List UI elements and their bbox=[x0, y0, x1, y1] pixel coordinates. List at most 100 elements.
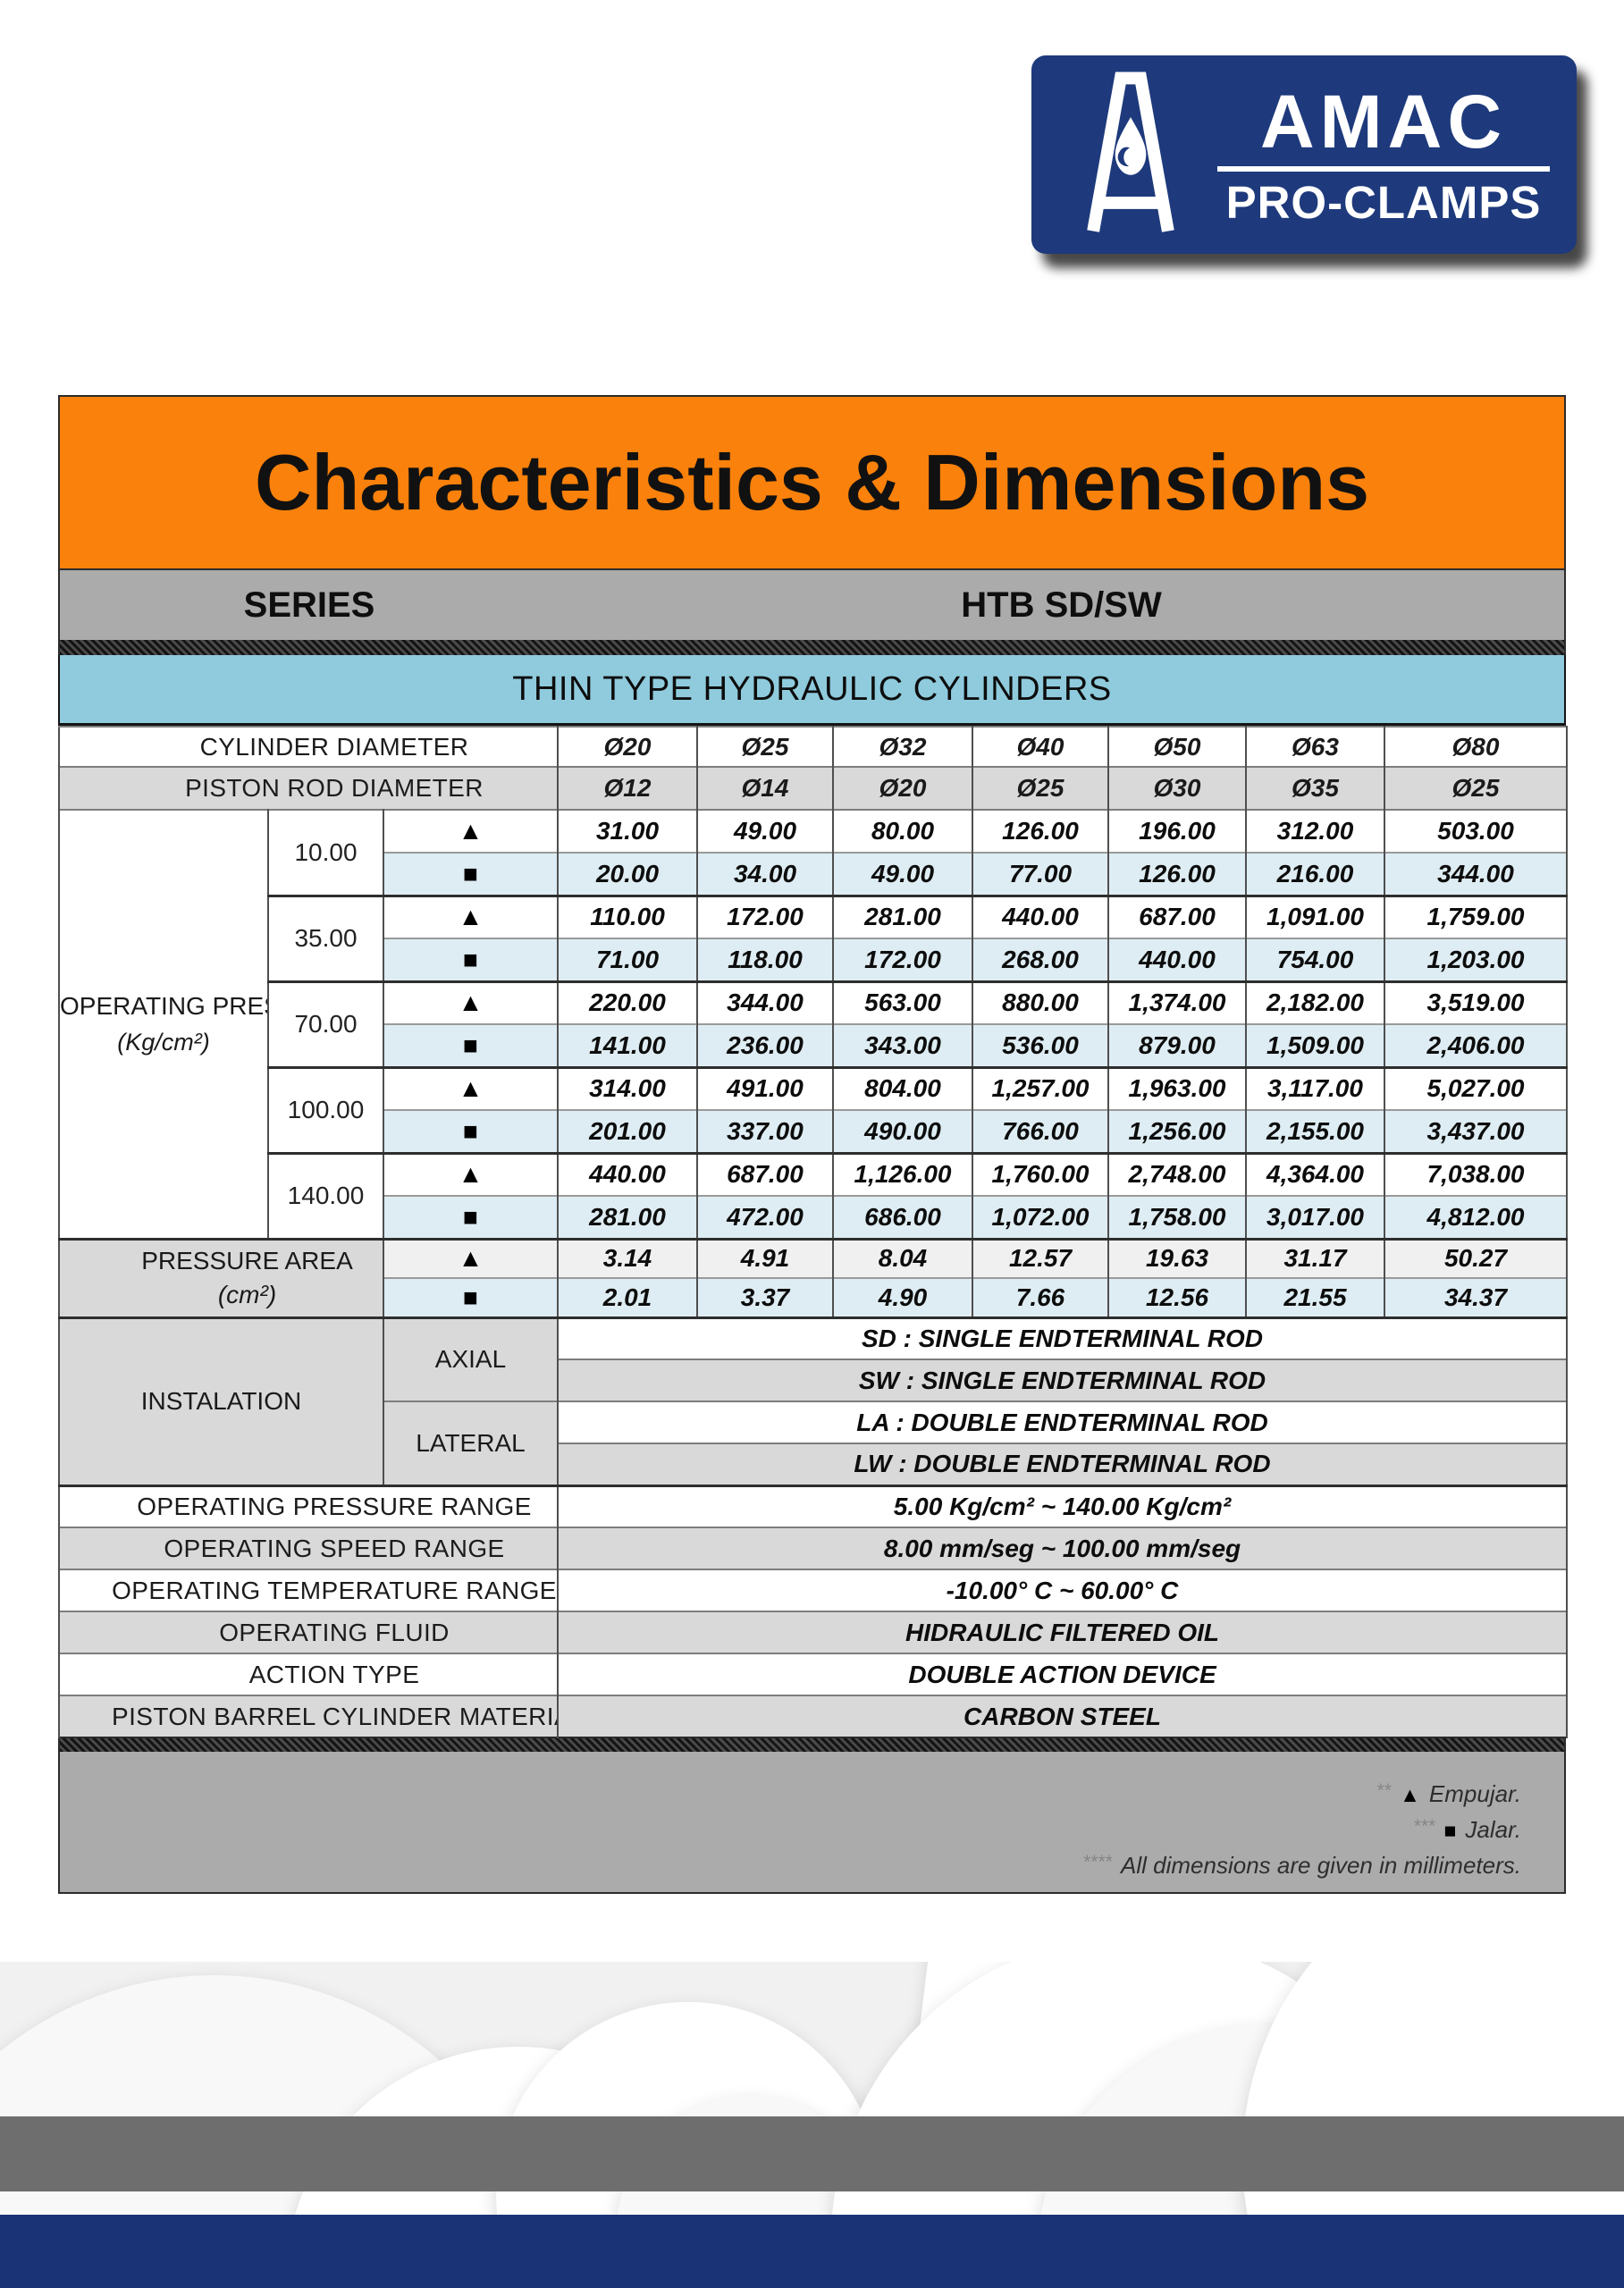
push-force-value: 5,027.00 bbox=[1384, 1065, 1568, 1110]
pull-force-value: 1,256.00 bbox=[1107, 1109, 1247, 1153]
push-force-value: 172.00 bbox=[696, 894, 834, 938]
push-symbol-icon: ▲ bbox=[1400, 1783, 1420, 1806]
push-force-value: 7,038.00 bbox=[1384, 1151, 1568, 1196]
cylinder-diameter-value: Ø20 bbox=[557, 726, 698, 767]
pull-symbol-icon: ■ bbox=[1443, 1819, 1457, 1842]
push-force-value: 312.00 bbox=[1245, 809, 1385, 853]
legend-note: *** ■ Jalar. bbox=[1413, 1811, 1521, 1846]
table-row: LW : DOUBLE ENDTERMINAL ROD bbox=[59, 1443, 1568, 1485]
operating-pressure-unit: (Kg/cm²) bbox=[117, 1028, 210, 1056]
push-force-value: 687.00 bbox=[696, 1151, 834, 1196]
legend-note: **** All dimensions are given in millimet… bbox=[1082, 1846, 1521, 1881]
pull-symbol-icon: ■ bbox=[383, 1277, 559, 1317]
push-force-value: 344.00 bbox=[696, 980, 834, 1024]
series-value: HTB SD/SW bbox=[961, 585, 1162, 625]
spec-table: CYLINDER DIAMETER Ø20 Ø25 Ø32 Ø40 Ø50 Ø63 Ø80 PI… bbox=[58, 726, 1568, 1738]
pull-force-value: 343.00 bbox=[832, 1023, 973, 1067]
instalation-value: SD : SINGLE ENDTERMINAL ROD bbox=[557, 1316, 1568, 1359]
cylinder-diameter-value: Ø50 bbox=[1107, 726, 1247, 767]
push-force-value: 1,257.00 bbox=[972, 1065, 1109, 1110]
note-text: All dimensions are given in millimeters. bbox=[1121, 1852, 1521, 1879]
pull-force-value: 4,812.00 bbox=[1384, 1195, 1568, 1239]
instalation-value: LA : DOUBLE ENDTERMINAL ROD bbox=[557, 1401, 1568, 1443]
pull-symbol-icon: ■ bbox=[383, 852, 559, 896]
push-force-value: 1,963.00 bbox=[1107, 1065, 1247, 1110]
instalation-value: LW : DOUBLE ENDTERMINAL ROD bbox=[557, 1443, 1568, 1485]
push-force-value: 31.00 bbox=[557, 809, 698, 853]
pull-area-value: 12.56 bbox=[1107, 1277, 1247, 1317]
table-row: PRESSURE AREA (cm²) ▲ 3.14 4.91 8.04 12.57 19.6… bbox=[58, 1237, 1568, 1317]
table-row: CYLINDER DIAMETER Ø20 Ø25 Ø32 Ø40 Ø50 Ø63 Ø80 bbox=[58, 726, 1568, 767]
pull-force-value: 71.00 bbox=[557, 938, 698, 981]
table-row: OPERATING FLUID HIDRAULIC FILTERED OIL bbox=[58, 1611, 1568, 1653]
operating-pressure-label: OPERATING PRESSURE (Kg/cm²) bbox=[58, 809, 269, 1239]
push-force-value: 1,759.00 bbox=[1384, 894, 1568, 938]
pull-force-value: 49.00 bbox=[832, 852, 973, 896]
gray-band bbox=[0, 2116, 1624, 2191]
pull-force-value: 201.00 bbox=[557, 1109, 698, 1153]
cylinder-diameter-label: CYLINDER DIAMETER bbox=[58, 726, 559, 767]
push-force-value: 220.00 bbox=[557, 980, 698, 1024]
pull-force-value: 472.00 bbox=[696, 1195, 834, 1239]
push-area-value: 12.57 bbox=[972, 1237, 1109, 1278]
pull-force-value: 3,437.00 bbox=[1384, 1109, 1568, 1153]
pull-force-value: 1,072.00 bbox=[972, 1195, 1109, 1239]
amac-logo: AMAC PRO-CLAMPS bbox=[1031, 55, 1577, 254]
pressure-area-label-text: PRESSURE AREA bbox=[141, 1247, 353, 1274]
table-row: PISTON ROD DIAMETER Ø12 Ø14 Ø20 Ø25 Ø30 Ø35 Ø25 bbox=[58, 766, 1568, 810]
pull-force-value: 2,406.00 bbox=[1384, 1023, 1568, 1067]
pull-force-value: 440.00 bbox=[1107, 938, 1247, 981]
piston-rod-diameter-value: Ø30 bbox=[1107, 766, 1247, 810]
push-force-value: 880.00 bbox=[972, 980, 1109, 1024]
table-row: ■ 71.00 118.00 172.00 268.00 440.00 754.00 1,20… bbox=[59, 938, 1568, 981]
pull-symbol-icon: ■ bbox=[383, 938, 559, 981]
push-symbol-icon: ▲ bbox=[383, 1065, 559, 1110]
push-force-value: 80.00 bbox=[832, 809, 973, 853]
table-header-text: THIN TYPE HYDRAULIC CYLINDERS bbox=[512, 669, 1112, 708]
pull-force-value: 3,017.00 bbox=[1245, 1195, 1385, 1239]
push-force-value: 49.00 bbox=[696, 809, 834, 853]
pull-force-value: 1,203.00 bbox=[1384, 938, 1568, 981]
cylinder-diameter-value: Ø25 bbox=[696, 726, 834, 767]
push-force-value: 314.00 bbox=[557, 1065, 698, 1110]
pull-force-value: 141.00 bbox=[557, 1023, 698, 1067]
pull-area-value: 3.37 bbox=[696, 1277, 834, 1317]
pressure-area-label: PRESSURE AREA (cm²) bbox=[58, 1237, 384, 1317]
push-force-value: 491.00 bbox=[696, 1065, 834, 1110]
spec-value: -10.00° C ~ 60.00° C bbox=[557, 1569, 1568, 1611]
table-row: ■ 201.00 337.00 490.00 766.00 1,256.00 2,155.0… bbox=[59, 1109, 1568, 1153]
push-force-value: 1,374.00 bbox=[1107, 980, 1247, 1024]
pull-symbol-icon: ■ bbox=[383, 1109, 559, 1153]
push-force-value: 126.00 bbox=[972, 809, 1109, 853]
push-force-value: 2,182.00 bbox=[1245, 980, 1385, 1024]
table-row: LATERAL LA : DOUBLE ENDTERMINAL ROD bbox=[59, 1401, 1568, 1485]
instalation-value: SW : SINGLE ENDTERMINAL ROD bbox=[557, 1358, 1568, 1401]
note-text: Jalar. bbox=[1465, 1816, 1521, 1843]
axial-label: AXIAL bbox=[383, 1316, 559, 1401]
note-stars: **** bbox=[1082, 1852, 1113, 1872]
pull-force-value: 536.00 bbox=[972, 1023, 1109, 1067]
spec-label: OPERATING TEMPERATURE RANGE bbox=[58, 1569, 559, 1611]
navy-band bbox=[0, 2215, 1624, 2288]
pull-force-value: 490.00 bbox=[832, 1109, 973, 1153]
spec-label: ACTION TYPE bbox=[58, 1653, 559, 1695]
pull-force-value: 216.00 bbox=[1245, 852, 1385, 896]
pull-force-value: 879.00 bbox=[1107, 1023, 1247, 1067]
table-header-banner: THIN TYPE HYDRAULIC CYLINDERS bbox=[58, 655, 1566, 726]
operating-pressure-label-text: OPERATING PRESSURE bbox=[60, 991, 266, 1020]
pull-area-value: 7.66 bbox=[972, 1277, 1109, 1317]
pull-force-value: 236.00 bbox=[696, 1023, 834, 1067]
table-row: OPERATING TEMPERATURE RANGE -10.00° C ~ 6… bbox=[58, 1569, 1568, 1611]
pressure-value: 140.00 bbox=[267, 1151, 384, 1239]
table-row: PISTON BARREL CYLINDER MATERIAL CARBON ST… bbox=[58, 1695, 1568, 1737]
piston-rod-diameter-value: Ø35 bbox=[1245, 766, 1385, 810]
table-row: SW : SINGLE ENDTERMINAL ROD bbox=[59, 1358, 1568, 1401]
note-text: Empujar. bbox=[1428, 1780, 1521, 1807]
spec-label: PISTON BARREL CYLINDER MATERIAL bbox=[58, 1695, 559, 1737]
pressure-area-unit: (cm²) bbox=[217, 1281, 277, 1308]
push-force-value: 503.00 bbox=[1384, 809, 1568, 853]
cylinder-diameter-value: Ø63 bbox=[1245, 726, 1385, 767]
pull-force-value: 172.00 bbox=[832, 938, 973, 981]
logo-divider bbox=[1217, 165, 1550, 172]
